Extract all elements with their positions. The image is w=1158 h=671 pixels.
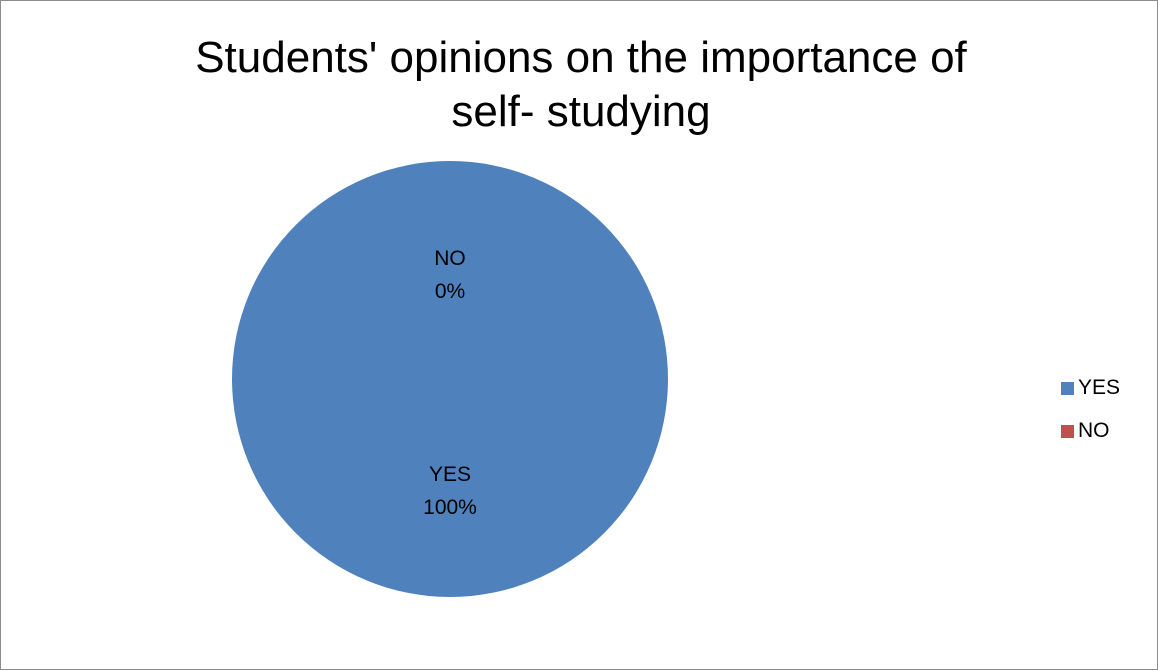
legend-item-yes: YES	[1061, 376, 1120, 400]
data-label-no-percent: 0%	[435, 280, 465, 303]
legend-swatch-yes	[1061, 381, 1074, 395]
data-label-yes-percent: 100%	[423, 496, 477, 519]
chart-title-line-1: Students' opinions on the importance of	[195, 33, 967, 82]
legend: YES NO	[1061, 376, 1120, 462]
pie-slices	[232, 161, 668, 597]
legend-item-no: NO	[1061, 419, 1120, 443]
chart-title-line-2: self- studying	[451, 87, 711, 136]
data-label-no-category: NO	[434, 247, 466, 270]
legend-swatch-no	[1061, 424, 1074, 438]
legend-label-no: NO	[1078, 419, 1110, 442]
chart-title: Students' opinions on the importance of …	[1, 31, 1158, 139]
legend-label-yes: YES	[1078, 376, 1121, 399]
data-label-yes-category: YES	[429, 463, 471, 486]
pie-slice-yes	[232, 161, 668, 597]
